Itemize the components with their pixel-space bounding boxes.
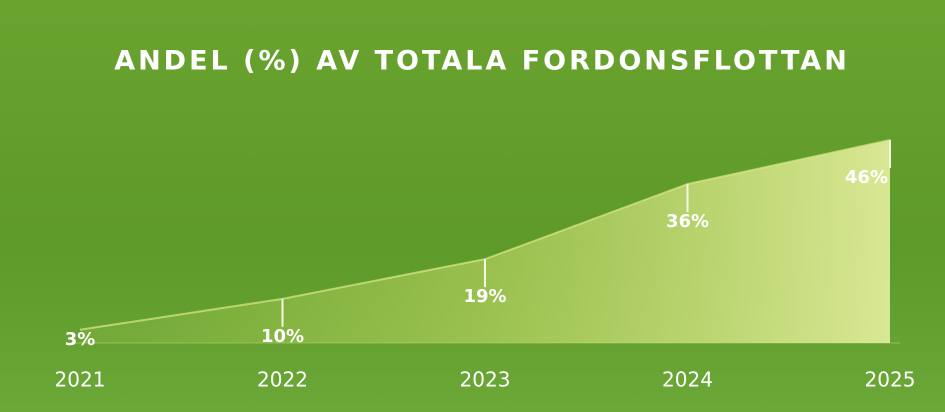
value-label: 36% [666,211,709,232]
x-tick-label: 2025 [865,368,916,392]
x-tick-label: 2022 [257,368,308,392]
x-tick-label: 2024 [662,368,713,392]
value-label: 10% [261,326,304,347]
value-label: 3% [65,329,96,350]
x-tick-label: 2021 [55,368,106,392]
value-label: 46% [845,167,888,188]
x-tick-label: 2023 [460,368,511,392]
chart-title: ANDEL (%) AV TOTALA FORDONSFLOTTAN [114,46,850,77]
value-label: 19% [463,286,506,307]
area-edge [79,139,891,331]
